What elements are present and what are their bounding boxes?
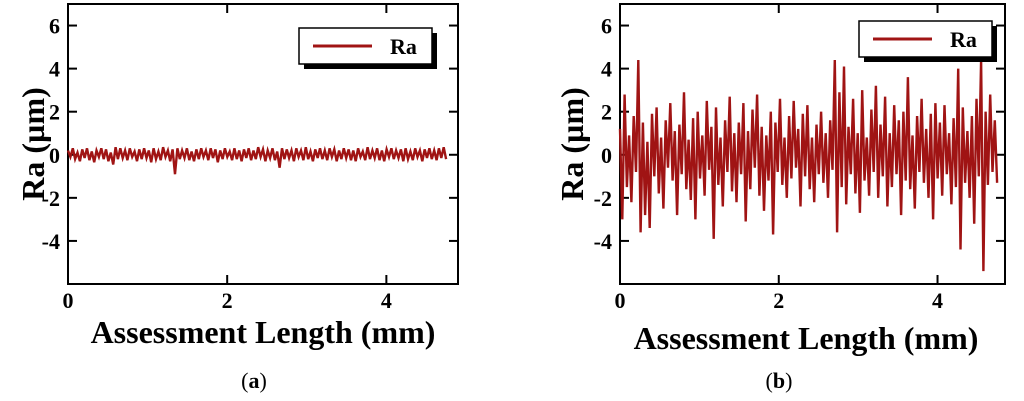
panel-a-caption-close: ) <box>260 368 267 393</box>
panel-a-x-tick-label: 4 <box>381 288 392 313</box>
panel-b-y-axis-title: Ra (µm) <box>554 87 590 201</box>
panel-a-x-axis-title: Assessment Length (mm) <box>91 314 436 350</box>
panel-b-x-tick-label: 4 <box>932 288 943 313</box>
panel-a-series-ra-line <box>66 144 448 175</box>
panel-b-caption-open: ( <box>766 368 773 393</box>
panel-a-y-axis-title: Ra (µm) <box>15 87 51 201</box>
panel-a-chart: 6 4 2 0 -2 -4 0 2 4 Ra Ra (µm) Assessment Lengt… <box>15 3 459 393</box>
panel-b-x-ticks: 0 2 4 <box>615 4 943 313</box>
panel-a-x-tick-label: 2 <box>222 288 233 313</box>
panel-a-y-tick-label: -2 <box>42 186 60 211</box>
panel-b-y-tick-label: -2 <box>594 186 612 211</box>
panel-a-series <box>66 144 448 175</box>
panel-b-caption-close: ) <box>785 368 792 393</box>
panel-a-y-tick-label: 4 <box>49 57 60 82</box>
panel-b-y-tick-label: 6 <box>601 14 612 39</box>
panel-a-caption-letter: a <box>249 368 260 393</box>
panel-a-x-tick-label: 0 <box>63 288 74 313</box>
panel-a-y-tick-label: 0 <box>49 143 60 168</box>
panel-b-y-tick-label: 2 <box>601 100 612 125</box>
panel-a-caption-open: ( <box>241 368 248 393</box>
panel-a-y-tick-label: 6 <box>49 14 60 39</box>
panel-b-legend-label: Ra <box>950 27 977 52</box>
panel-b-caption: (b) <box>766 368 793 393</box>
panel-b-y-ticks: 6 4 2 0 -2 -4 <box>594 14 1005 254</box>
panel-b-x-tick-label: 2 <box>773 288 784 313</box>
panel-a-x-ticks: 0 2 4 <box>63 4 392 313</box>
panel-b-y-tick-label: -4 <box>594 229 612 254</box>
panel-a-legend-label: Ra <box>390 34 417 59</box>
panel-a-y-tick-label: 2 <box>49 100 60 125</box>
panel-b-chart: 6 4 2 0 -2 -4 0 2 4 Ra Ra (µm) Assessment Lengt… <box>554 3 1006 393</box>
panel-b-x-tick-label: 0 <box>615 288 626 313</box>
panel-a-y-tick-label: -4 <box>42 229 60 254</box>
panel-b-legend: Ra <box>858 20 997 62</box>
panel-a-legend: Ra <box>298 27 437 69</box>
panel-b-y-tick-label: 0 <box>601 143 612 168</box>
panel-b-y-tick-label: 4 <box>601 57 612 82</box>
panel-b-series <box>618 59 999 272</box>
panel-b-x-axis-title: Assessment Length (mm) <box>634 320 979 356</box>
panel-a-plot-frame <box>67 3 459 285</box>
panel-a-y-ticks: 6 4 2 0 -2 -4 <box>42 14 458 254</box>
panel-b-caption-letter: b <box>773 368 785 393</box>
panel-b-series-ra-line <box>618 59 999 272</box>
panel-a-caption: (a) <box>241 368 267 393</box>
